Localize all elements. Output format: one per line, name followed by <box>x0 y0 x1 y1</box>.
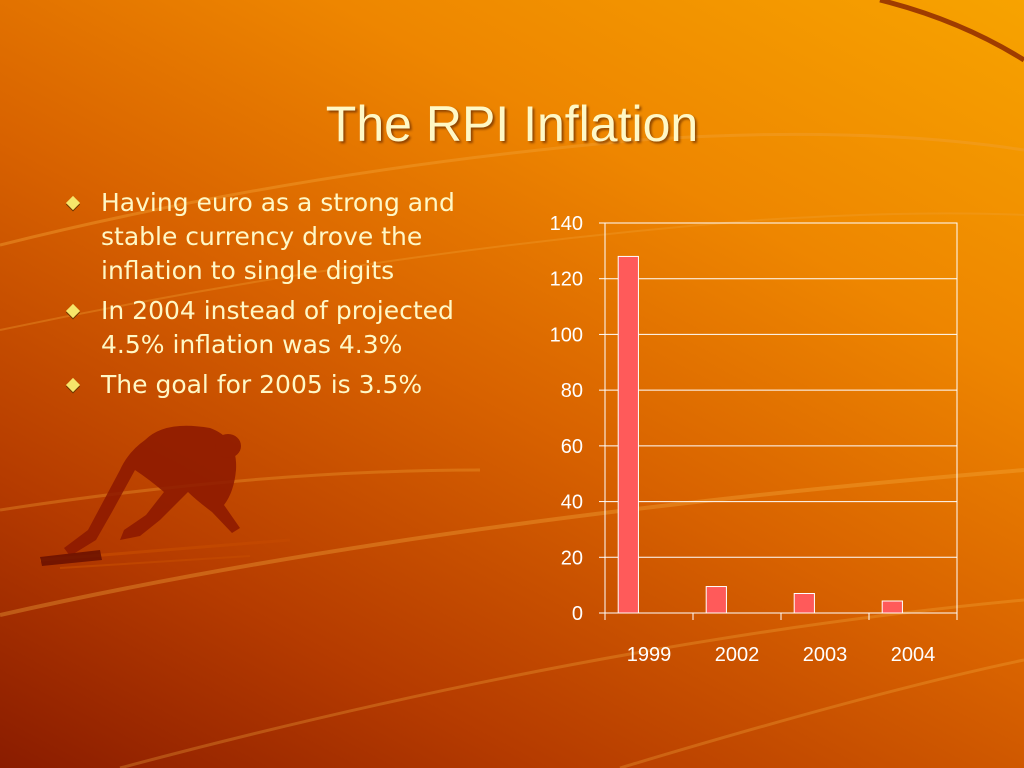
bullet-item: In 2004 instead of projected 4.5% inflat… <box>65 294 508 362</box>
y-tick-label: 20 <box>561 547 583 569</box>
y-tick-label: 100 <box>550 324 583 346</box>
x-tick-label: 2004 <box>891 644 936 666</box>
x-tick-label: 2003 <box>803 644 848 666</box>
bar-2002 <box>705 586 727 614</box>
y-tick-label: 40 <box>561 492 583 514</box>
x-tick-label: 2002 <box>715 644 760 666</box>
diamond-bullet-icon <box>65 195 81 211</box>
plot-area-frame <box>604 222 958 614</box>
bullet-item: Having euro as a strong and stable curre… <box>65 186 508 288</box>
bullet-text: The goal for 2005 is 3.5% <box>101 370 423 399</box>
y-tick-label: 120 <box>550 269 583 291</box>
y-tick-label: 0 <box>572 603 583 625</box>
bullet-text: In 2004 instead of projected 4.5% inflat… <box>101 296 454 359</box>
bullet-list: Having euro as a strong and stable curre… <box>65 186 508 408</box>
y-tick-label: 140 <box>550 213 583 235</box>
slide-title: The RPI Inflation <box>325 96 699 152</box>
y-tick-label: 60 <box>561 436 583 458</box>
bullet-item: The goal for 2005 is 3.5% <box>65 368 508 402</box>
bar-2004 <box>881 600 903 614</box>
chart-axes: 0 20 40 60 80 100 120 140 1999 2002 2003 2004 <box>550 213 958 666</box>
y-tick-label: 80 <box>561 380 583 402</box>
inflation-bar-chart: 0 20 40 60 80 100 120 140 1999 2002 2003 2004 <box>550 213 958 666</box>
x-tick-label: 1999 <box>627 644 672 666</box>
diamond-bullet-icon <box>65 377 81 393</box>
bullet-text: Having euro as a strong and stable curre… <box>101 188 455 285</box>
chart-gridlines <box>605 222 957 614</box>
diamond-bullet-icon <box>65 303 81 319</box>
runner-illustration <box>40 425 241 566</box>
bar-2003 <box>793 593 815 614</box>
bar-1999 <box>617 255 639 614</box>
chart-bars <box>617 255 903 614</box>
